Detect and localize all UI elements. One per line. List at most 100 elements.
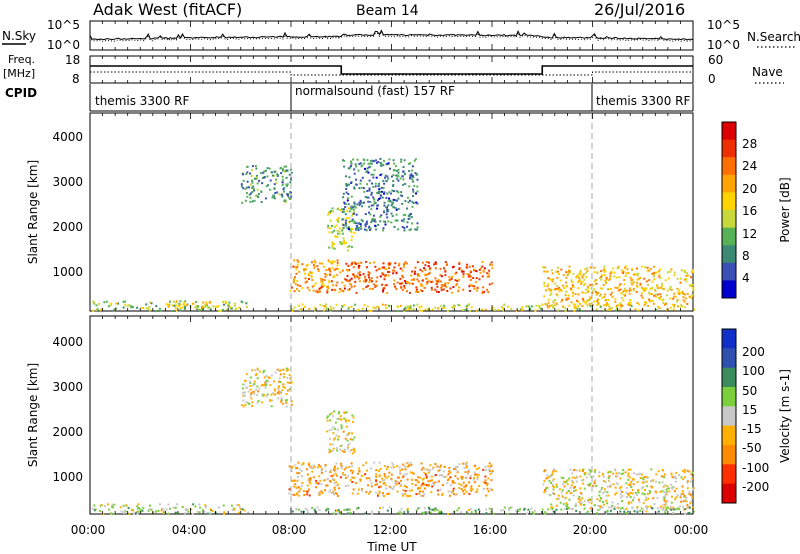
data-cell — [276, 174, 279, 177]
data-cell — [250, 392, 253, 395]
data-cell — [659, 277, 662, 280]
data-cell — [434, 262, 437, 265]
data-cell — [351, 481, 354, 483]
data-cell — [353, 186, 356, 189]
data-cell — [333, 243, 336, 245]
data-cell — [586, 476, 588, 479]
data-cell — [225, 301, 228, 304]
data-cell — [289, 181, 292, 184]
data-cell — [430, 508, 433, 511]
data-cell — [348, 245, 351, 248]
data-cell — [384, 304, 387, 306]
data-cell — [547, 508, 550, 511]
data-cell — [440, 474, 443, 476]
data-cell — [382, 287, 385, 290]
data-cell — [358, 201, 361, 204]
data-cell — [115, 302, 118, 305]
data-cell — [619, 489, 622, 492]
data-cell — [398, 510, 401, 513]
data-cell — [588, 303, 591, 306]
data-cell — [393, 226, 396, 228]
data-cell — [579, 502, 581, 505]
data-cell — [266, 379, 269, 382]
data-cell — [646, 485, 649, 488]
data-cell — [211, 509, 214, 512]
data-cell — [334, 437, 337, 440]
data-cell — [549, 304, 552, 307]
data-cell — [435, 481, 438, 484]
data-cell — [360, 218, 363, 221]
data-cell — [588, 500, 590, 503]
data-cell — [661, 469, 664, 471]
data-cell — [329, 443, 332, 446]
data-cell — [428, 508, 431, 511]
data-cell — [294, 266, 297, 269]
data-cell — [661, 284, 663, 287]
power-colorbar: 28 24 20 16 12 8 4 Power [dB] — [721, 121, 792, 299]
data-cell — [344, 222, 347, 225]
data-cell — [622, 271, 625, 274]
data-cell — [570, 301, 573, 304]
data-cell — [407, 305, 410, 308]
data-cell — [288, 465, 291, 468]
data-cell — [565, 505, 568, 507]
data-cell — [363, 228, 366, 231]
data-cell — [599, 507, 601, 510]
data-cell — [622, 469, 625, 472]
data-cell — [347, 167, 350, 170]
data-cell — [581, 305, 584, 308]
data-cell — [618, 308, 621, 311]
data-cell — [604, 490, 607, 493]
data-cell — [556, 285, 559, 287]
data-cell — [465, 485, 468, 488]
data-cell — [289, 289, 292, 292]
data-cell — [386, 216, 389, 219]
data-cell — [327, 415, 329, 418]
data-cell — [646, 477, 649, 479]
data-cell — [642, 478, 645, 481]
data-cell — [606, 502, 609, 505]
data-cell — [300, 463, 303, 466]
data-cell — [209, 512, 212, 515]
data-cell — [686, 292, 689, 295]
data-cell — [648, 298, 651, 301]
data-cell — [283, 190, 285, 193]
data-cell — [581, 276, 584, 279]
data-cell — [410, 463, 413, 466]
data-cell — [526, 512, 528, 515]
data-cell — [416, 228, 418, 231]
data-cell — [261, 177, 264, 179]
data-cell — [439, 274, 442, 277]
data-cell — [355, 213, 358, 216]
data-cell — [142, 506, 145, 509]
data-cell — [341, 210, 344, 213]
data-cell — [570, 484, 573, 487]
data-cell — [469, 474, 472, 477]
data-cell — [279, 381, 282, 383]
data-cell — [413, 184, 416, 187]
data-cell — [607, 299, 610, 301]
data-cell — [320, 471, 323, 474]
data-cell — [440, 286, 443, 289]
data-cell — [418, 492, 421, 495]
data-cell — [635, 507, 638, 510]
data-cell — [228, 301, 231, 304]
data-cell — [607, 303, 610, 306]
data-cell — [440, 284, 443, 287]
data-cell — [174, 307, 177, 309]
data-cell — [640, 473, 643, 476]
data-cell — [655, 491, 658, 494]
data-cell — [451, 481, 454, 484]
data-cell — [604, 481, 607, 483]
data-cell — [370, 162, 373, 165]
data-cell — [246, 195, 249, 198]
data-cell — [368, 189, 371, 192]
data-cell — [148, 508, 151, 511]
data-cell — [357, 229, 360, 231]
data-cell — [349, 511, 352, 514]
data-cell — [568, 265, 571, 268]
data-cell — [271, 196, 274, 199]
data-cell — [625, 290, 628, 293]
data-cell — [659, 286, 662, 289]
data-cell — [344, 278, 347, 281]
